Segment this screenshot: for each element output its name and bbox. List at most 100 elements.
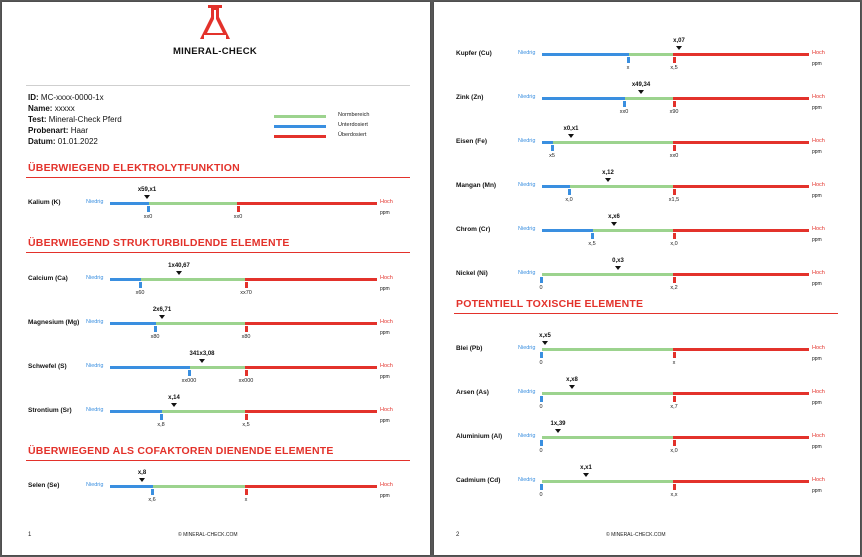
measured-value: x,x1 (580, 465, 592, 471)
unit-label: ppm (380, 418, 390, 424)
range-over-bar (673, 436, 809, 439)
measured-value: 0,x3 (612, 258, 624, 264)
scale-low-label: Niedrig (86, 275, 104, 281)
scale-low-label: Niedrig (518, 270, 536, 276)
unit-label: ppm (380, 210, 390, 216)
measured-value-marker (199, 359, 205, 363)
measured-value-marker (555, 429, 561, 433)
info-name: Name: xxxxx (28, 104, 75, 113)
upper-limit-label: xx000 (238, 378, 254, 384)
element-name: Arsen (As) (456, 389, 489, 396)
range-normal-bar (190, 366, 245, 369)
lower-limit-label: 0 (539, 285, 543, 291)
lower-limit-label: xx000 (181, 378, 197, 384)
range-over-bar (245, 322, 377, 325)
element-name: Calcium (Ca) (28, 275, 68, 282)
upper-limit-tick (245, 282, 248, 288)
section-title-electrolyte: ÜBERWIEGEND ELEKTROLYTFUNKTION (28, 162, 240, 174)
section-title-toxic: POTENTIELL TOXISCHE ELEMENTE (456, 298, 644, 310)
lower-limit-label: xx0 (619, 109, 629, 115)
range-over-bar (245, 278, 377, 281)
range-under-bar (110, 322, 156, 325)
element-row-aluminium: Aluminium (Al) Niedrig Hoch ppm 0 x,0 1x… (434, 421, 860, 461)
upper-limit-tick (245, 370, 248, 376)
measured-value: 341x3,08 (189, 351, 215, 357)
upper-limit-label: x,7 (670, 404, 678, 410)
lower-limit-label: 0 (539, 404, 543, 410)
upper-limit-label: x,0 (670, 241, 678, 247)
lower-limit-label: x5 (549, 153, 555, 159)
measured-value-marker (605, 178, 611, 182)
lower-limit-label: x,8 (157, 422, 165, 428)
upper-limit-tick (245, 326, 248, 332)
scale-low-label: Niedrig (518, 138, 536, 144)
scale-high-label: Hoch (380, 319, 393, 325)
measured-value-marker (611, 222, 617, 226)
lower-limit-tick (540, 396, 543, 402)
element-name: Magnesium (Mg) (28, 319, 80, 326)
range-normal-bar (542, 273, 673, 276)
range-normal-bar (153, 485, 245, 488)
element-name: Mangan (Mn) (456, 182, 497, 189)
info-test: Test: Mineral-Check Pferd (28, 115, 122, 124)
unit-label: ppm (812, 356, 822, 362)
range-over-bar (673, 141, 809, 144)
element-row-cadmium: Cadmium (Cd) Niedrig Hoch ppm 0 x,x x,x1 (434, 465, 860, 505)
upper-limit-label: x90 (669, 109, 679, 115)
range-over-bar (673, 97, 809, 100)
scale-low-label: Niedrig (518, 389, 536, 395)
upper-limit-tick (673, 57, 676, 63)
range-normal-bar (625, 97, 673, 100)
upper-limit-label: x1,5 (668, 197, 680, 203)
scale-low-label: Niedrig (86, 482, 104, 488)
scale-high-label: Hoch (812, 182, 825, 188)
measured-value-marker (638, 90, 644, 94)
element-name: Selen (Se) (28, 482, 60, 489)
lower-limit-tick (540, 277, 543, 283)
lower-limit-tick (139, 282, 142, 288)
scale-high-label: Hoch (380, 199, 393, 205)
range-over-bar (673, 273, 809, 276)
flask-icon (200, 5, 230, 39)
range-over-bar (673, 229, 809, 232)
section-title-cofactors: ÜBERWIEGEND ALS COFAKTOREN DIENENDE ELEM… (28, 445, 334, 457)
measured-value-marker (676, 46, 682, 50)
element-row-nickel: Nickel (Ni) Niedrig Hoch ppm 0 x,2 0,x3 (434, 258, 860, 298)
upper-limit-label: x,2 (670, 285, 678, 291)
report-info: ID: MC-xxxx-0000-1x Name: xxxxx Test: Mi… (28, 92, 122, 147)
measured-value: 1x40,67 (168, 263, 190, 269)
page-number: 2 (456, 532, 460, 538)
lower-limit-label: 0 (539, 492, 543, 498)
measured-value: 2x6,71 (152, 307, 172, 313)
lower-limit-label: x80 (150, 334, 160, 340)
measured-value-marker (144, 195, 150, 199)
unit-label: ppm (380, 493, 390, 499)
element-row-arsen: Arsen (As) Niedrig Hoch ppm 0 x,7 x,x8 (434, 377, 860, 417)
scale-low-label: Niedrig (518, 345, 536, 351)
unit-label: ppm (812, 237, 822, 243)
scale-high-label: Hoch (380, 482, 393, 488)
range-normal-bar (553, 141, 673, 144)
range-over-bar (673, 392, 809, 395)
measured-value: x,07 (673, 38, 685, 44)
upper-limit-tick (673, 145, 676, 151)
scale-high-label: Hoch (812, 138, 825, 144)
range-normal-bar (542, 436, 673, 439)
scale-low-label: Niedrig (86, 407, 104, 413)
footer-website: © MINERAL-CHECK.COM (606, 532, 666, 538)
upper-limit-label: xx0 (669, 153, 679, 159)
range-normal-bar (162, 410, 245, 413)
measured-value: 1x,39 (550, 421, 566, 427)
upper-limit-tick (673, 396, 676, 402)
upper-limit-tick (245, 489, 248, 495)
lower-limit-tick (160, 414, 163, 420)
range-under-bar (542, 97, 625, 100)
unit-label: ppm (812, 149, 822, 155)
page-number: 1 (28, 532, 32, 538)
upper-limit-tick (673, 352, 676, 358)
range-over-bar (245, 366, 377, 369)
upper-limit-label: xx0 (233, 214, 243, 220)
scale-low-label: Niedrig (518, 50, 536, 56)
range-under-bar (542, 229, 593, 232)
brand-name: MINERAL-CHECK (172, 46, 258, 57)
